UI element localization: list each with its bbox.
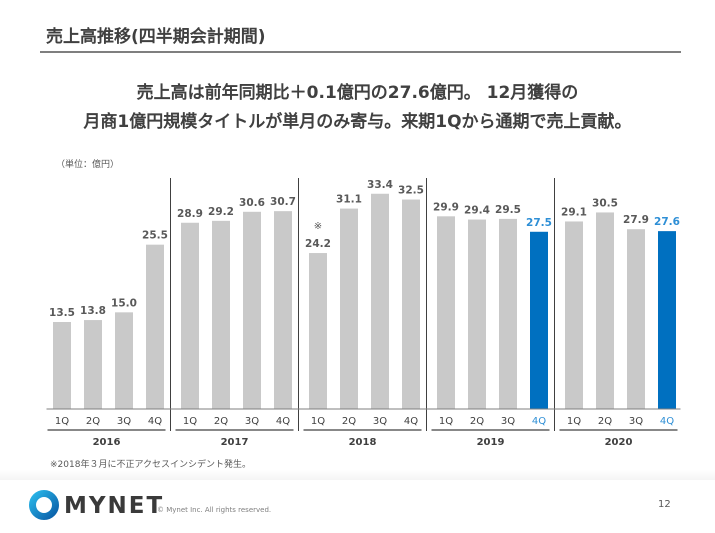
- bar-2019-1Q: [437, 216, 455, 409]
- copyright-text: © Mynet Inc. All rights reserved.: [157, 506, 272, 514]
- chart-unit-label: （単位：億円）: [56, 158, 119, 170]
- bar-2016-1Q: [53, 322, 71, 409]
- x-tick-label-2017-2Q: 2Q: [214, 416, 228, 427]
- x-axis: 1Q 2Q 3Q 4Q 2016 1Q 2Q 3Q 4Q 2017 1Q 2Q 3Q 4Q 2018 1Q 2Q…: [46, 408, 681, 448]
- bar-2018-2Q: [340, 208, 358, 409]
- x-tick-label-2017-1Q: 1Q: [183, 416, 197, 427]
- x-group-label-2018: 2018: [349, 437, 377, 448]
- x-group-label-2016: 2016: [93, 437, 121, 448]
- headline-line-1: 売上高は前年同期比＋0.1億円の27.6億円。 12月獲得の: [136, 83, 579, 103]
- data-labels: 13.5 13.8 15.0 25.5 28.9 29.2 30.6 30.7 24.2 ※ 31.…: [49, 179, 680, 319]
- x-tick-label-2019-1Q: 1Q: [439, 416, 453, 427]
- year-dividers: [170, 178, 555, 431]
- data-label-2016-4Q: 25.5: [142, 230, 168, 242]
- data-label-2019-2Q: 29.4: [464, 205, 490, 217]
- bar-2019-4Q: [530, 231, 548, 409]
- headline-line-2: 月商1億円規模タイトルが単月のみ寄与。来期1Qから通期で売上貢献。: [83, 112, 632, 132]
- x-tick-label-2020-1Q: 1Q: [567, 416, 581, 427]
- x-tick-label-2016-2Q: 2Q: [86, 416, 100, 427]
- bar-2020-1Q: [565, 221, 583, 409]
- x-tick-label-2018-2Q: 2Q: [342, 416, 356, 427]
- bar-2017-2Q: [212, 220, 230, 409]
- bar-2016-4Q: [146, 244, 164, 409]
- data-label-2016-2Q: 13.8: [80, 305, 106, 317]
- footer: [0, 480, 715, 533]
- x-group-label-2020: 2020: [605, 437, 633, 448]
- data-label-2016-1Q: 13.5: [49, 307, 75, 319]
- data-label-2016-3Q: 15.0: [111, 297, 137, 309]
- page-number: 12: [658, 499, 671, 510]
- footnote: ※2018年３月に不正アクセスインシデント発生。: [50, 460, 251, 470]
- title-divider: [40, 51, 681, 53]
- x-tick-label-2019-4Q: 4Q: [532, 416, 546, 427]
- x-tick-label-2018-4Q: 4Q: [404, 416, 418, 427]
- bar-2016-2Q: [84, 320, 102, 409]
- x-tick-label-2016-3Q: 3Q: [117, 416, 131, 427]
- bar-2017-1Q: [181, 222, 199, 409]
- annotation-marker: ※: [314, 221, 322, 232]
- data-label-2018-1Q: 24.2: [305, 238, 331, 250]
- x-tick-label-2018-3Q: 3Q: [373, 416, 387, 427]
- bar-2019-2Q: [468, 219, 486, 409]
- bar-2018-4Q: [402, 199, 420, 409]
- data-label-2019-3Q: 29.5: [495, 204, 521, 216]
- x-tick-label-2020-2Q: 2Q: [598, 416, 612, 427]
- x-tick-label-2020-4Q: 4Q: [660, 416, 674, 427]
- slide-title: 売上高推移(四半期会計期間): [46, 27, 266, 47]
- x-tick-label-2019-3Q: 3Q: [501, 416, 515, 427]
- x-tick-label-2020-3Q: 3Q: [629, 416, 643, 427]
- bar-series: [53, 193, 676, 409]
- x-tick-label-2017-3Q: 3Q: [245, 416, 259, 427]
- data-label-2017-2Q: 29.2: [208, 206, 234, 218]
- bar-2020-2Q: [596, 212, 614, 409]
- data-label-2018-2Q: 31.1: [336, 194, 362, 206]
- data-label-2018-3Q: 33.4: [367, 179, 393, 191]
- bar-2016-3Q: [115, 312, 133, 409]
- data-label-2019-1Q: 29.9: [433, 201, 459, 213]
- revenue-bar-chart: （単位：億円） 13.5 13.8 15.0 25.5 28.9 29.2 30.6 30.7…: [46, 158, 681, 448]
- mynet-logo-icon: [29, 490, 59, 520]
- data-label-2017-1Q: 28.9: [177, 208, 203, 220]
- x-tick-label-2018-1Q: 1Q: [311, 416, 325, 427]
- data-label-2019-4Q: 27.5: [526, 217, 552, 229]
- x-tick-label-2016-4Q: 4Q: [148, 416, 162, 427]
- data-label-2020-3Q: 27.9: [623, 214, 649, 226]
- data-label-2017-3Q: 30.6: [239, 197, 265, 209]
- x-group-label-2019: 2019: [477, 437, 505, 448]
- data-label-2020-4Q: 27.6: [654, 216, 680, 228]
- data-label-2017-4Q: 30.7: [270, 196, 296, 208]
- data-label-2020-2Q: 30.5: [592, 197, 618, 209]
- data-label-2020-1Q: 29.1: [561, 206, 587, 218]
- data-label-2018-4Q: 32.5: [398, 185, 424, 197]
- bar-2020-4Q: [658, 231, 676, 409]
- x-tick-label-2017-4Q: 4Q: [276, 416, 290, 427]
- company-logo-text: MYNET: [64, 493, 165, 519]
- bar-2017-3Q: [243, 211, 261, 409]
- bar-2018-3Q: [371, 193, 389, 409]
- bar-2019-3Q: [499, 218, 517, 409]
- x-tick-label-2016-1Q: 1Q: [55, 416, 69, 427]
- x-group-label-2017: 2017: [221, 437, 249, 448]
- x-tick-label-2019-2Q: 2Q: [470, 416, 484, 427]
- bar-2020-3Q: [627, 229, 645, 409]
- footer-shade: [0, 470, 715, 482]
- bar-2017-4Q: [274, 211, 292, 409]
- bar-2018-1Q: [309, 253, 327, 409]
